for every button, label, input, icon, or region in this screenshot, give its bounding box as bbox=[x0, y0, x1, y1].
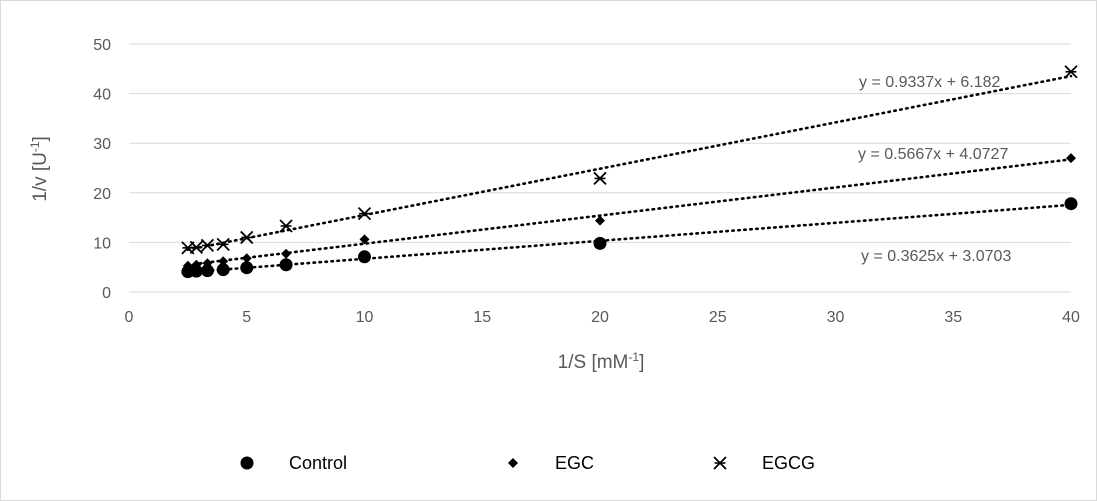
data-point-egc bbox=[281, 248, 292, 259]
x-tick-label: 35 bbox=[944, 309, 962, 326]
data-point-control bbox=[1064, 197, 1078, 211]
legend-marker-egc bbox=[508, 458, 518, 468]
data-point-egcg bbox=[357, 206, 372, 221]
trendlines bbox=[186, 74, 1073, 274]
y-tick-label: 20 bbox=[93, 186, 111, 203]
trendline-control bbox=[186, 203, 1073, 274]
data-point-egcg bbox=[240, 230, 254, 245]
data-point-egc bbox=[595, 215, 605, 226]
data-point-egcg bbox=[200, 238, 215, 253]
tick-labels: 0 10 20 30 40 50 0 5 10 15 20 25 30 35 40 bbox=[93, 37, 1080, 326]
y-tick-label: 50 bbox=[93, 37, 111, 54]
data-point-egc bbox=[1066, 153, 1076, 164]
legend-marker-egcg bbox=[713, 456, 727, 470]
y-axis-title-end: ] bbox=[30, 136, 51, 141]
data-point-egcg bbox=[216, 237, 230, 252]
trendline-equations: y = 0.3625x + 3.0703 y = 0.5667x + 4.0727… bbox=[858, 74, 1011, 265]
trendline-equation-egcg: y = 0.9337x + 6.182 bbox=[859, 74, 1001, 91]
data-point-control bbox=[240, 261, 254, 275]
data-point-egcg bbox=[189, 240, 203, 254]
legend-label-egcg: EGCG bbox=[762, 453, 815, 473]
data-point-egc bbox=[182, 260, 193, 271]
y-axis-title: 1/v [U-1] bbox=[28, 136, 51, 202]
x-tick-label: 5 bbox=[242, 309, 251, 326]
data-point-control bbox=[279, 258, 293, 272]
y-tick-label: 40 bbox=[93, 87, 111, 104]
trendline-egc bbox=[186, 158, 1073, 267]
data-points bbox=[181, 65, 1078, 279]
x-axis-title-text: 1/S [mM bbox=[558, 352, 629, 373]
x-tick-label: 0 bbox=[125, 309, 134, 326]
data-point-egc bbox=[218, 256, 229, 267]
data-point-egc bbox=[241, 253, 252, 264]
x-tick-label: 15 bbox=[473, 309, 491, 326]
data-point-egcg bbox=[593, 171, 607, 186]
data-point-control bbox=[593, 236, 607, 250]
y-tick-label: 30 bbox=[93, 136, 111, 153]
x-tick-label: 30 bbox=[827, 309, 845, 326]
data-point-control bbox=[358, 250, 371, 264]
legend-label-egc: EGC bbox=[555, 453, 594, 473]
x-axis-title: 1/S [mM-1] bbox=[558, 350, 645, 373]
data-point-egc bbox=[202, 258, 213, 269]
trendline-equation-egc: y = 0.5667x + 4.0727 bbox=[858, 146, 1008, 163]
y-axis-title-sup: -1 bbox=[28, 141, 42, 152]
y-tick-label: 10 bbox=[93, 235, 111, 252]
x-tick-label: 40 bbox=[1062, 309, 1080, 326]
trendline-equation-control: y = 0.3625x + 3.0703 bbox=[861, 248, 1011, 265]
x-tick-label: 20 bbox=[591, 309, 609, 326]
data-point-control bbox=[189, 264, 203, 278]
y-tick-label: 0 bbox=[102, 285, 111, 302]
data-point-egc bbox=[359, 234, 370, 245]
x-axis-title-end: ] bbox=[639, 352, 644, 373]
y-axis-title-text: 1/v [U bbox=[30, 152, 51, 202]
data-point-egcg bbox=[279, 219, 293, 233]
legend-label-control: Control bbox=[289, 453, 347, 473]
data-point-control bbox=[216, 263, 230, 277]
legend-marker-control bbox=[240, 456, 254, 470]
trendline-egcg bbox=[186, 74, 1073, 252]
x-tick-label: 10 bbox=[356, 309, 374, 326]
x-tick-label: 25 bbox=[709, 309, 727, 326]
data-point-egcg bbox=[1064, 65, 1078, 79]
data-point-control bbox=[200, 264, 214, 278]
grid-lines bbox=[129, 43, 1071, 243]
legend: Control EGC EGCG bbox=[240, 453, 815, 473]
x-axis-title-sup: -1 bbox=[628, 350, 639, 364]
data-point-egc bbox=[191, 259, 202, 270]
